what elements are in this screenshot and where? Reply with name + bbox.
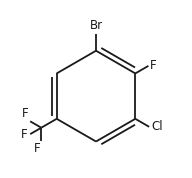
Text: F: F bbox=[22, 107, 28, 120]
Text: F: F bbox=[34, 142, 40, 155]
Text: F: F bbox=[150, 59, 157, 72]
Text: Cl: Cl bbox=[151, 120, 163, 133]
Text: F: F bbox=[21, 128, 28, 141]
Text: Br: Br bbox=[89, 19, 103, 32]
